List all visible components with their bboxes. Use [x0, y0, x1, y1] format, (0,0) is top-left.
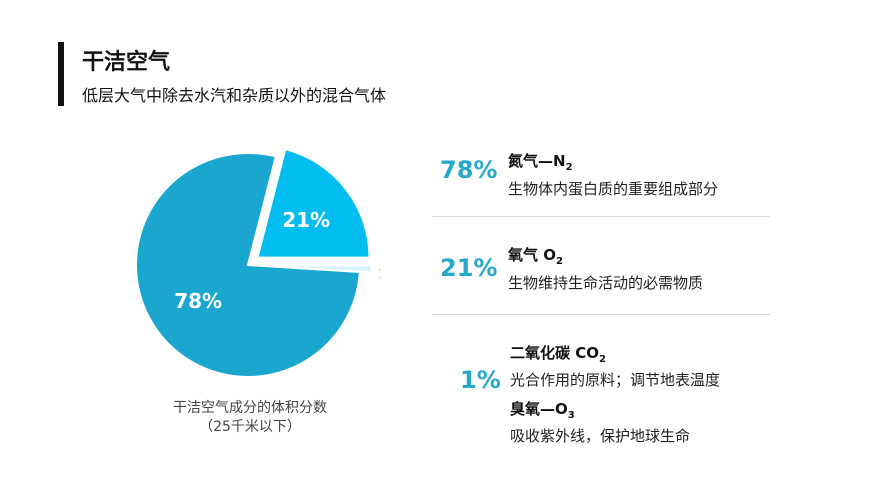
- ozone-description: 吸收紫外线，保护地球生命: [510, 427, 691, 445]
- chart-caption-note: （25千米以下）: [199, 419, 301, 435]
- pie-label-nitrogen: 78%: [174, 289, 222, 313]
- co2-name: 二氧化碳 CO2: [510, 344, 606, 365]
- nitrogen-description: 生物体内蛋白质的重要组成部分: [508, 180, 719, 198]
- co2-description: 光合作用的原料；调节地表温度: [510, 371, 721, 389]
- pie-slice-other: [259, 264, 373, 274]
- page-title: 干洁空气: [82, 50, 171, 75]
- nitrogen-percent: 78%: [440, 156, 498, 184]
- pie-slice-nitrogen: [135, 152, 361, 378]
- ozone-name: 臭氧—O3: [510, 400, 575, 421]
- oxygen-name: 氧气 O2: [508, 246, 563, 267]
- divider: [432, 314, 770, 315]
- pie-label-oxygen: 21%: [282, 208, 330, 232]
- pie-chart: 78% 21% 1%: [135, 147, 380, 378]
- pie-slice-oxygen: [256, 147, 371, 259]
- divider: [432, 216, 770, 217]
- oxygen-description: 生物维持生命活动的必需物质: [508, 274, 704, 292]
- nitrogen-name: 氮气—N2: [508, 152, 573, 173]
- page-subtitle: 低层大气中除去水汽和杂质以外的混合气体: [82, 86, 387, 105]
- title-accent-bar: [58, 42, 64, 106]
- other-percent: 1%: [460, 366, 501, 394]
- chart-caption: 干洁空气成分的体积分数: [173, 400, 327, 416]
- oxygen-percent: 21%: [440, 254, 498, 282]
- pie-label-other: 1%: [378, 267, 380, 283]
